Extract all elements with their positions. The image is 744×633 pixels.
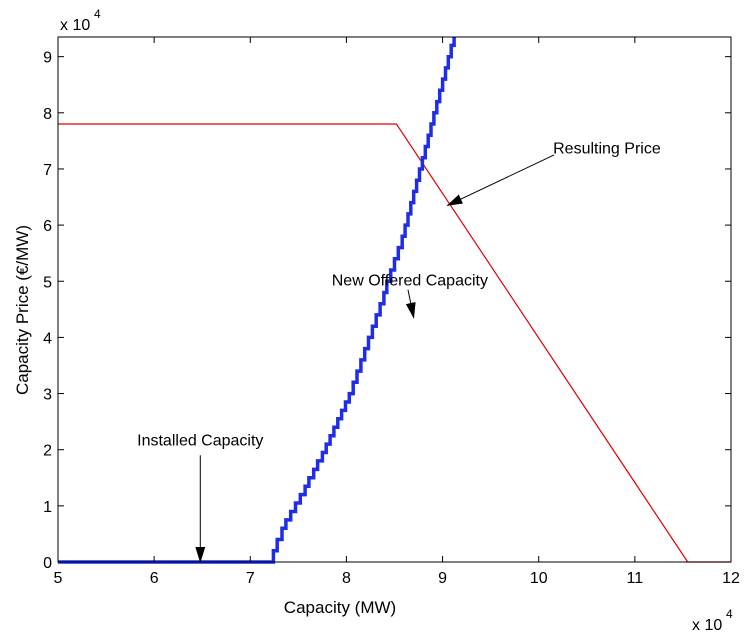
y-tick-label: 7 <box>43 162 52 179</box>
x-multiplier: x 10 4 <box>692 607 733 633</box>
y-tick-label: 2 <box>43 443 52 460</box>
y-tick-label: 5 <box>43 274 52 291</box>
y-multiplier: x 10 4 <box>60 7 101 34</box>
annotation-label: Installed Capacity <box>137 432 263 449</box>
y-tick-label: 3 <box>43 387 52 404</box>
annotation-arrow <box>405 289 416 319</box>
x-tick-label: 12 <box>722 570 740 587</box>
offered-capacity-curve-line <box>58 37 456 564</box>
y-tick-label: 0 <box>43 555 52 572</box>
annotation-arrow <box>446 154 555 206</box>
x-multiplier-exponent: 4 <box>726 607 733 621</box>
x-tick-label: 6 <box>150 570 159 587</box>
y-multiplier-exponent: 4 <box>94 7 101 21</box>
x-tick-label: 9 <box>438 570 447 587</box>
x-tick-label: 5 <box>54 570 63 587</box>
x-tick-label: 7 <box>246 570 255 587</box>
y-tick-label: 8 <box>43 106 52 123</box>
x-tick-label: 11 <box>627 570 644 587</box>
y-axis-label: Capacity Price (€/MW) <box>13 225 32 395</box>
x-axis-label: Capacity (MW) <box>284 598 396 617</box>
x-tick-label: 10 <box>530 570 548 587</box>
series-layer <box>58 37 731 564</box>
plot-frame <box>57 36 732 563</box>
annotation-layer: Resulting Price New Offered Capacity Insta… <box>137 140 661 563</box>
y-tick-label: 6 <box>43 218 52 235</box>
x-tick-label: 8 <box>342 570 351 587</box>
annotation-label: Resulting Price <box>553 140 661 157</box>
demand-curve-line <box>58 123 731 563</box>
y-multiplier-label: x 10 <box>60 17 90 34</box>
annotation-label: New Offered Capacity <box>332 272 488 289</box>
y-tick-label: 9 <box>43 50 52 67</box>
y-tick-label: 4 <box>43 330 52 347</box>
y-tick-label: 1 <box>43 499 52 516</box>
x-multiplier-label: x 10 <box>692 617 722 633</box>
